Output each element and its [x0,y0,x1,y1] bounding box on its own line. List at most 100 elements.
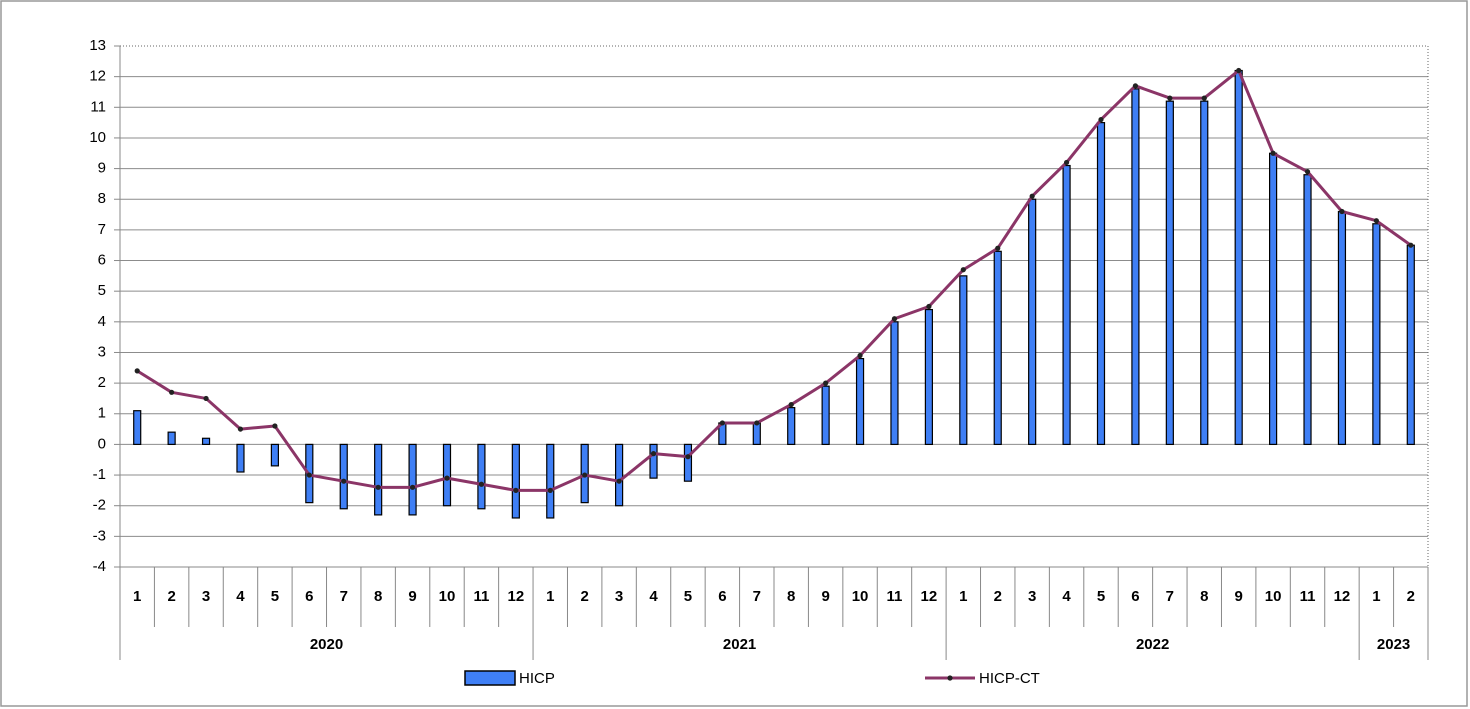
x-tick-label: 4 [649,588,658,605]
bar [477,443,486,510]
line-marker [513,487,519,493]
line [136,69,1412,492]
x-tick-label: 9 [408,588,416,605]
x-tick-label: 2 [994,588,1002,605]
legend-marker [947,675,953,681]
x-tick-label: 1 [133,588,141,605]
legend-swatch [464,670,516,686]
bar [167,431,176,446]
line-marker [1339,208,1345,215]
bar [236,443,245,473]
y-tick-label: 9 [98,160,106,177]
x-tick-label: 8 [1200,588,1208,605]
bar [1234,69,1243,446]
x-tick-label: 4 [1062,588,1071,605]
line-marker [134,368,140,374]
x-tick-label: 7 [1166,588,1174,605]
line-marker [547,487,553,493]
bar [1131,88,1140,446]
bar [270,443,279,467]
line-marker [685,454,691,460]
line-marker [582,472,588,478]
bar [1028,198,1037,446]
y-tick-label: 3 [98,343,106,360]
x-tick-label: 11 [473,588,489,605]
y-tick-label: 5 [98,282,106,299]
x-tick-label: 8 [374,588,382,605]
line-marker [788,401,794,408]
bar [924,308,933,446]
line-marker [1063,159,1070,166]
x-tick-label: 3 [1028,588,1036,605]
year-label: 2022 [1136,636,1169,653]
legend-label: HICP-CT [979,670,1040,687]
y-tick-label: 2 [98,374,106,391]
bar [1200,100,1209,446]
bar [959,275,968,446]
bar [683,443,693,482]
x-tick-label: 2 [581,588,589,605]
y-tick-label: -3 [93,527,106,544]
x-tick-label: 8 [787,588,795,605]
x-tick-label: 11 [887,588,903,605]
x-tick-label: 4 [236,588,245,605]
x-tick-label: 7 [753,588,761,605]
x-tick-label: 1 [959,588,967,605]
line-marker [1029,193,1035,199]
x-tick-label: 2 [1407,588,1415,605]
line-marker [341,478,347,484]
line-marker [237,426,244,432]
bar [133,410,142,446]
line-marker [926,303,932,310]
y-tick-label: 4 [98,313,106,330]
bar [993,250,1002,446]
bar [442,443,452,507]
year-label: 2020 [310,636,343,653]
x-tick-label: 5 [271,588,279,605]
x-tick-label: 10 [852,588,869,605]
line-marker [650,451,657,457]
y-tick-label: 12 [89,68,106,85]
line-marker [754,420,760,426]
line-marker [1098,116,1104,123]
bar [1165,100,1174,446]
bar [511,443,520,519]
bar [1062,164,1071,446]
bar [1303,174,1312,446]
bar [374,443,383,516]
x-tick-label: 10 [439,588,456,605]
y-tick-label: -1 [93,466,106,483]
line-marker [823,380,829,386]
x-tick-label: 11 [1300,588,1316,605]
line-marker [272,423,278,429]
bar [201,437,211,446]
bar [649,443,658,479]
bar [1372,223,1381,446]
y-tick-label: 13 [89,37,106,54]
line-marker [719,420,725,426]
x-tick-label: 9 [1235,588,1243,605]
x-tick-label: 1 [1372,588,1380,605]
x-tick-label: 12 [921,588,938,605]
bar [1337,210,1347,446]
line-marker [1132,83,1139,89]
line-marker [409,484,416,490]
y-tick-label: 7 [98,221,106,238]
bar [546,443,555,519]
bar [1406,244,1415,446]
x-tick-label: 2 [167,588,175,605]
line-marker [1201,95,1207,101]
x-tick-label: 3 [202,588,210,605]
y-tick-label: 11 [90,98,106,115]
y-tick-label: -4 [93,558,106,575]
line-marker [203,395,209,402]
line-marker [478,481,485,487]
line-marker [960,267,966,273]
x-tick-label: 1 [546,588,554,605]
x-tick-label: 12 [507,588,524,605]
y-tick-label: 0 [98,435,106,452]
x-tick-label: 5 [1097,588,1105,605]
